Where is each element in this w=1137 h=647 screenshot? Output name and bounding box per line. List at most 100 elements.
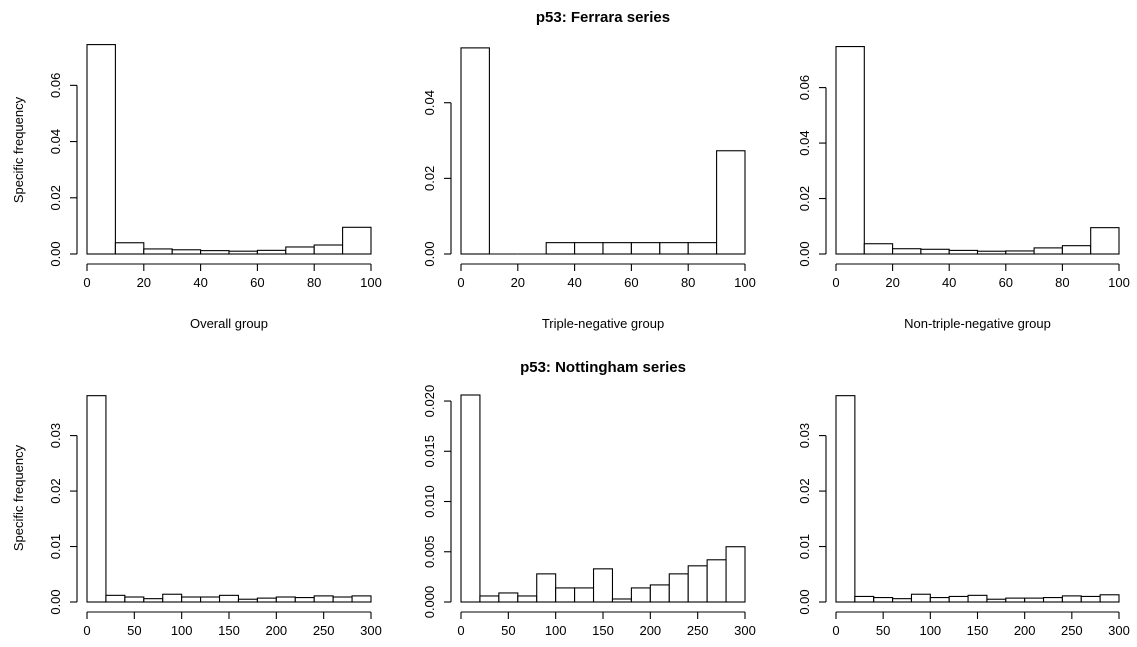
histogram-bar	[892, 598, 913, 603]
histogram-bar	[498, 592, 519, 603]
histogram-bar	[706, 559, 727, 603]
y-tick-label: 0.000	[422, 586, 437, 619]
histogram-bar	[716, 150, 746, 255]
y-tick-label: 0.06	[797, 75, 812, 100]
histogram-bar	[237, 598, 258, 603]
histogram-bar	[1005, 597, 1026, 603]
histogram-bar	[1061, 595, 1082, 603]
histogram-bar	[948, 249, 979, 255]
histogram-bar	[517, 595, 538, 603]
y-tick-label: 0.04	[422, 90, 437, 115]
histogram-bar	[892, 248, 922, 255]
y-tick-label: 0.00	[422, 241, 437, 266]
y-tick-label: 0.06	[48, 73, 63, 98]
histogram-panel-5: 0 50 100 150 200 250 300 0.000 0.005 0.010 0.015 0.…	[422, 385, 756, 638]
histogram-bar	[275, 596, 296, 603]
x-tick-label: 0	[83, 275, 90, 290]
x-tick-label: 100	[545, 623, 567, 638]
histogram-panels: 0 20 40 60 80 100 0.00 0.02 0.04 0.06 Overall grou…	[11, 44, 1130, 638]
y-tick-label: 0.02	[422, 166, 437, 191]
histogram-bar	[342, 226, 372, 255]
ferrara-series-title: p53: Ferrara series	[536, 9, 670, 26]
histogram-bar	[668, 573, 689, 603]
histogram-bar	[854, 595, 875, 603]
histogram-bar	[332, 596, 353, 603]
histogram-panel-2: 0 20 40 60 80 100 0.00 0.02 0.04 Triple-negative …	[422, 47, 756, 331]
x-tick-label: 80	[681, 275, 695, 290]
histogram-bar	[351, 595, 372, 603]
x-tick-label: 40	[567, 275, 581, 290]
nottingham-series-title: p53: Nottingham series	[520, 359, 686, 376]
x-axis-title: Non-triple-negative group	[904, 316, 1051, 331]
histogram-bar	[910, 593, 931, 603]
y-tick-label: 0.04	[797, 130, 812, 155]
histogram-bar	[929, 597, 950, 603]
x-tick-label: 20	[885, 275, 899, 290]
y-tick-label: 0.02	[797, 478, 812, 503]
histogram-bar	[86, 395, 107, 603]
histogram-bar	[256, 249, 287, 255]
x-tick-label: 40	[193, 275, 207, 290]
histogram-bar	[313, 244, 344, 255]
histogram-bar	[1099, 594, 1120, 603]
histogram-panel-1: 0 20 40 60 80 100 0.00 0.02 0.04 0.06 Overall grou…	[11, 44, 382, 331]
x-tick-label: 200	[639, 623, 661, 638]
y-tick-label: 0.03	[797, 423, 812, 448]
histogram-bar	[976, 250, 1007, 255]
histogram-bar	[835, 395, 856, 603]
x-tick-label: 200	[1014, 623, 1036, 638]
histogram-bar	[967, 594, 988, 603]
histogram-bar	[162, 593, 183, 603]
y-tick-label: 0.00	[48, 241, 63, 266]
x-tick-label: 0	[83, 623, 90, 638]
histogram-bar	[218, 594, 240, 603]
histogram-bar	[124, 596, 145, 603]
y-tick-label: 0.00	[797, 241, 812, 266]
histogram-bar	[835, 46, 865, 255]
x-tick-label: 300	[360, 623, 382, 638]
histogram-bar	[1024, 597, 1045, 603]
y-tick-label: 0.00	[48, 589, 63, 614]
histogram-bar	[313, 595, 334, 603]
histogram-bar	[1061, 245, 1092, 255]
histogram-bar	[143, 248, 173, 255]
histogram-bar	[602, 242, 632, 255]
x-tick-label: 150	[967, 623, 989, 638]
histogram-bar	[649, 584, 670, 603]
x-tick-label: 60	[250, 275, 264, 290]
x-tick-label: 80	[1055, 275, 1069, 290]
histogram-bar	[611, 598, 632, 603]
histogram-bar	[1090, 227, 1120, 255]
histogram-panel-6: 0 50 100 150 200 250 300 0.00 0.01 0.02 0.03	[797, 395, 1130, 638]
y-tick-label: 0.03	[48, 423, 63, 448]
y-tick-label: 0.005	[422, 535, 437, 568]
histogram-bar	[725, 546, 746, 603]
y-tick-label: 0.020	[422, 385, 437, 418]
y-axis-title: Specific frequency	[11, 96, 26, 203]
y-tick-label: 0.02	[797, 186, 812, 211]
x-tick-label: 150	[592, 623, 614, 638]
histogram-bar	[181, 596, 202, 603]
x-tick-label: 50	[876, 623, 890, 638]
histogram-bar	[920, 248, 950, 255]
y-tick-label: 0.02	[48, 185, 63, 210]
histogram-bar	[574, 587, 595, 603]
histogram-bar	[630, 242, 661, 255]
x-tick-label: 40	[942, 275, 956, 290]
y-axis-title: Specific frequency	[11, 444, 26, 551]
x-tick-label: 0	[832, 275, 839, 290]
histogram-bar	[659, 242, 689, 255]
histogram-bar	[285, 246, 315, 255]
x-tick-label: 300	[1108, 623, 1130, 638]
histogram-bar	[228, 250, 258, 255]
x-tick-label: 100	[919, 623, 941, 638]
x-axis-title: Overall group	[190, 316, 268, 331]
y-tick-label: 0.00	[797, 589, 812, 614]
y-tick-label: 0.010	[422, 485, 437, 518]
histogram-bar	[1033, 247, 1063, 255]
x-tick-label: 250	[687, 623, 709, 638]
x-tick-label: 250	[313, 623, 335, 638]
histogram-bar	[687, 565, 708, 603]
histogram-bar	[460, 394, 481, 603]
